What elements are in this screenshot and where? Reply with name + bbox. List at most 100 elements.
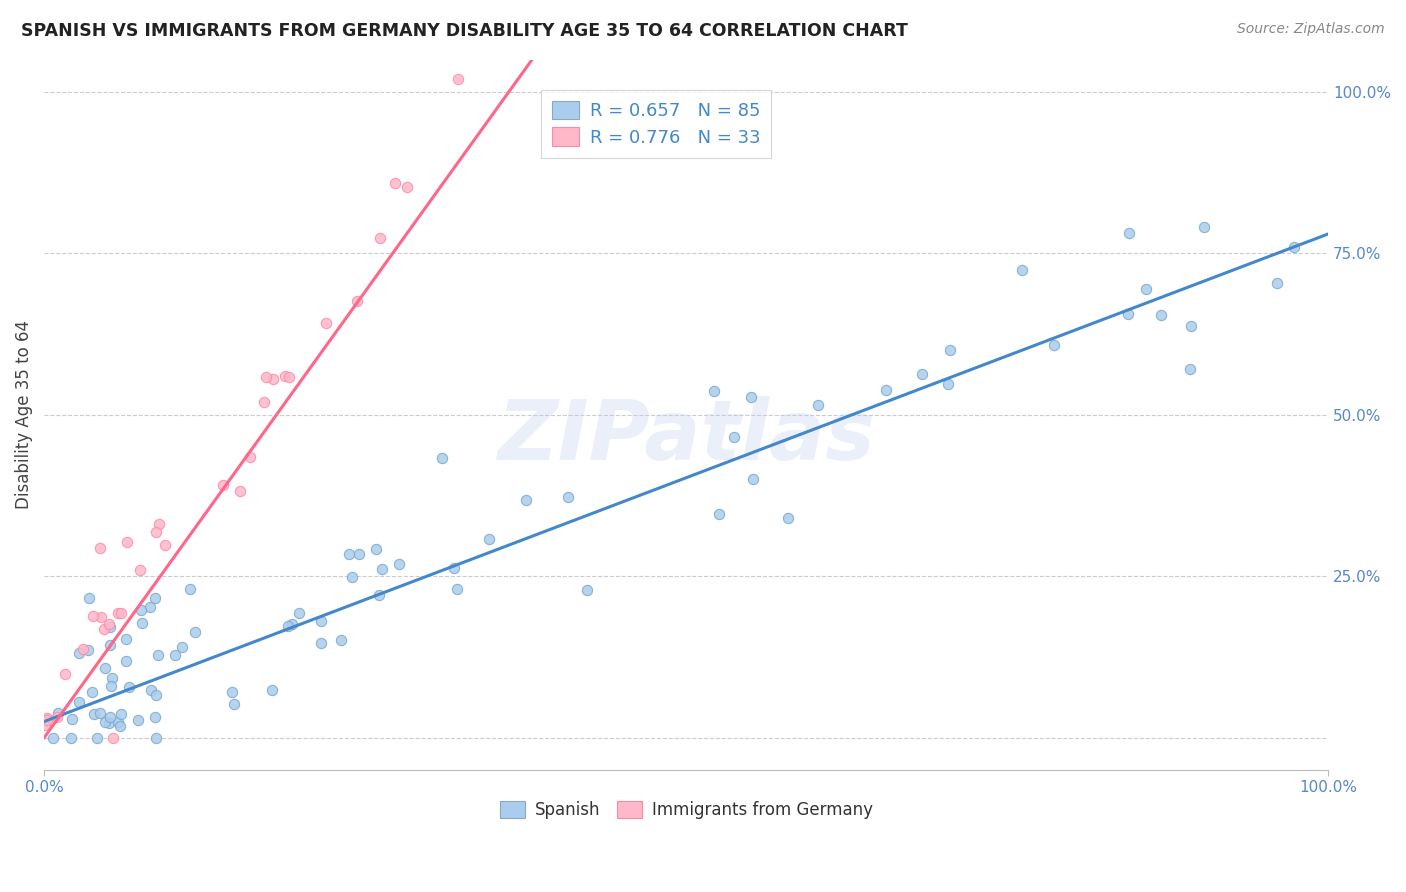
- Point: [1180, 318, 1202, 333]
- Point: [723, 430, 745, 444]
- Point: [478, 533, 501, 547]
- Point: [222, 698, 245, 712]
- Point: [432, 450, 454, 465]
- Point: [371, 562, 394, 576]
- Point: [37, 711, 59, 725]
- Point: [110, 706, 132, 721]
- Point: [143, 591, 166, 606]
- Point: [115, 535, 138, 549]
- Point: [98, 715, 121, 730]
- Point: [347, 547, 370, 561]
- Point: [212, 478, 235, 492]
- Point: [98, 638, 121, 652]
- Point: [340, 570, 363, 584]
- Point: [93, 661, 115, 675]
- Point: [1284, 239, 1306, 253]
- Point: [98, 620, 121, 634]
- Point: [118, 680, 141, 694]
- Point: [128, 563, 150, 577]
- Point: [1135, 282, 1157, 296]
- Point: [77, 642, 100, 657]
- Point: [82, 609, 104, 624]
- Point: [262, 682, 284, 697]
- Point: [1192, 220, 1215, 235]
- Point: [138, 599, 160, 614]
- Text: ZIPatlas: ZIPatlas: [498, 396, 875, 476]
- Point: [115, 632, 138, 646]
- Point: [262, 372, 284, 386]
- Point: [703, 384, 725, 398]
- Point: [34, 717, 56, 731]
- Point: [254, 370, 277, 384]
- Point: [131, 603, 153, 617]
- Point: [89, 541, 111, 555]
- Point: [807, 398, 830, 412]
- Point: [108, 719, 131, 733]
- Text: Source: ZipAtlas.com: Source: ZipAtlas.com: [1237, 22, 1385, 37]
- Point: [79, 591, 101, 605]
- Point: [253, 395, 276, 409]
- Point: [94, 714, 117, 729]
- Point: [740, 390, 762, 404]
- Point: [1118, 226, 1140, 240]
- Point: [911, 367, 934, 381]
- Point: [67, 646, 90, 660]
- Point: [446, 582, 468, 596]
- Point: [939, 343, 962, 357]
- Point: [60, 731, 83, 745]
- Point: [145, 688, 167, 702]
- Point: [131, 616, 153, 631]
- Point: [875, 383, 897, 397]
- Point: [115, 654, 138, 668]
- Point: [53, 667, 76, 681]
- Point: [1149, 308, 1171, 322]
- Point: [1116, 307, 1139, 321]
- Point: [141, 683, 163, 698]
- Point: [557, 490, 579, 504]
- Point: [93, 622, 115, 636]
- Point: [443, 561, 465, 575]
- Point: [742, 471, 765, 485]
- Point: [221, 685, 243, 699]
- Point: [163, 648, 186, 662]
- Point: [72, 642, 94, 657]
- Point: [89, 706, 111, 720]
- Point: [337, 548, 360, 562]
- Point: [101, 731, 124, 745]
- Point: [1042, 338, 1064, 352]
- Point: [1178, 362, 1201, 376]
- Point: [447, 72, 470, 87]
- Point: [82, 684, 104, 698]
- Y-axis label: Disability Age 35 to 64: Disability Age 35 to 64: [15, 320, 32, 509]
- Point: [184, 624, 207, 639]
- Point: [366, 542, 388, 557]
- Point: [86, 731, 108, 745]
- Point: [146, 648, 169, 662]
- Point: [388, 557, 411, 571]
- Point: [576, 583, 599, 598]
- Point: [46, 706, 69, 720]
- Point: [1011, 262, 1033, 277]
- Point: [315, 316, 337, 330]
- Point: [278, 370, 301, 384]
- Point: [155, 538, 177, 552]
- Point: [60, 712, 83, 726]
- Point: [90, 610, 112, 624]
- Point: [148, 516, 170, 531]
- Point: [145, 710, 167, 724]
- Point: [776, 510, 799, 524]
- Point: [346, 293, 368, 308]
- Point: [45, 710, 67, 724]
- Point: [288, 606, 311, 620]
- Point: [395, 179, 418, 194]
- Point: [274, 368, 297, 383]
- Point: [229, 483, 252, 498]
- Point: [107, 606, 129, 620]
- Legend: Spanish, Immigrants from Germany: Spanish, Immigrants from Germany: [494, 794, 879, 826]
- Point: [127, 714, 149, 728]
- Point: [110, 606, 132, 620]
- Point: [100, 680, 122, 694]
- Point: [384, 176, 406, 190]
- Text: SPANISH VS IMMIGRANTS FROM GERMANY DISABILITY AGE 35 TO 64 CORRELATION CHART: SPANISH VS IMMIGRANTS FROM GERMANY DISAB…: [21, 22, 908, 40]
- Point: [100, 710, 122, 724]
